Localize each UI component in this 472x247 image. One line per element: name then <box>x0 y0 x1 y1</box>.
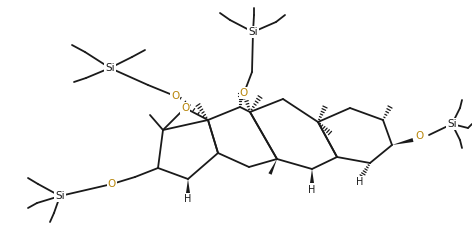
Text: H: H <box>356 177 364 187</box>
Text: O: O <box>416 131 424 141</box>
Polygon shape <box>186 179 190 193</box>
Text: O: O <box>108 179 116 189</box>
Text: Si: Si <box>447 119 457 129</box>
Text: O: O <box>181 103 189 113</box>
Text: O: O <box>240 88 248 98</box>
Polygon shape <box>392 138 413 145</box>
Text: Si: Si <box>248 27 258 37</box>
Polygon shape <box>310 169 314 183</box>
Text: H: H <box>308 185 316 195</box>
Polygon shape <box>269 159 277 175</box>
Text: Si: Si <box>55 191 65 201</box>
Text: O: O <box>171 91 179 101</box>
Text: H: H <box>184 194 192 204</box>
Text: Si: Si <box>105 63 115 73</box>
